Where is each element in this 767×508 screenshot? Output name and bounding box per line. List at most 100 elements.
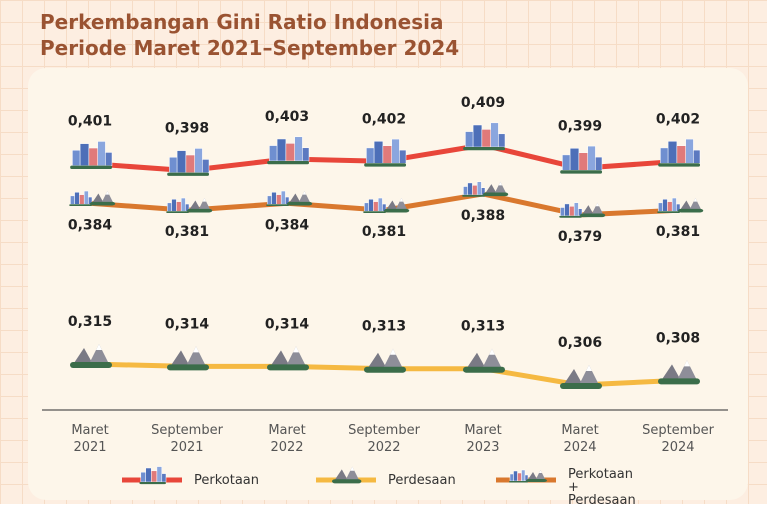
data-point	[364, 139, 406, 167]
icon-ground	[678, 209, 703, 213]
icon-ground	[167, 364, 209, 370]
icon-building	[378, 198, 382, 211]
icon-building	[663, 199, 668, 211]
value-label: 0,401	[68, 114, 112, 130]
icon-ground	[287, 202, 312, 206]
icon-ground	[363, 211, 386, 213]
icon-building	[186, 155, 195, 173]
icon-building	[172, 199, 177, 211]
value-label: 0,384	[265, 217, 310, 233]
icon-building	[595, 157, 602, 170]
value-label: 0,384	[68, 217, 113, 233]
icon-building	[560, 208, 564, 216]
value-label: 0,409	[461, 95, 505, 111]
icon-ground	[70, 362, 112, 368]
data-point	[658, 139, 700, 167]
icon-building	[84, 191, 88, 204]
value-label: 0,314	[165, 316, 210, 332]
icon-building	[181, 198, 185, 211]
legend-icon	[509, 470, 547, 483]
icon-building	[667, 202, 672, 212]
data-point	[167, 148, 209, 176]
data-point	[167, 346, 209, 370]
x-tick-label: Maret 2023	[441, 422, 525, 456]
icon-building	[167, 203, 171, 211]
x-tick-label: September 2022	[342, 422, 426, 456]
value-label: 0,402	[656, 111, 700, 127]
icon-snow	[390, 349, 396, 355]
icon-building	[498, 134, 505, 147]
icon-building	[272, 192, 277, 204]
icon-building	[366, 148, 374, 163]
x-tick-label: Maret 2024	[538, 422, 622, 456]
data-point	[70, 344, 112, 368]
value-label: 0,403	[265, 109, 309, 125]
value-label: 0,306	[558, 335, 602, 351]
icon-ground	[364, 163, 406, 166]
icon-ground	[167, 173, 209, 176]
icon-snow	[293, 346, 299, 352]
icon-snow	[350, 467, 354, 471]
value-label: 0,381	[362, 224, 406, 240]
icon-ground	[69, 204, 92, 206]
icon-building	[660, 148, 668, 163]
icon-ground	[657, 211, 680, 213]
icon-building	[522, 470, 526, 481]
icon-ground	[483, 193, 508, 197]
icon-building	[677, 146, 686, 164]
icon-building	[141, 472, 146, 482]
icon-snow	[539, 470, 542, 473]
value-label: 0,402	[362, 111, 406, 127]
data-point	[267, 346, 309, 370]
icon-snow	[193, 346, 199, 352]
value-label: 0,379	[558, 229, 602, 245]
icon-building	[146, 468, 152, 482]
value-label: 0,381	[165, 224, 209, 240]
value-label: 0,398	[165, 121, 209, 137]
data-point	[560, 146, 602, 174]
icon-building	[465, 132, 473, 147]
icon-building	[658, 203, 662, 211]
icon-building	[276, 195, 281, 205]
data-point	[463, 123, 505, 151]
icon-snow	[489, 349, 495, 355]
icon-building	[672, 198, 676, 211]
icon-building	[373, 202, 378, 212]
data-point	[560, 365, 602, 389]
x-tick-label: Maret 2022	[245, 422, 329, 456]
icon-building	[364, 203, 368, 211]
data-point	[462, 182, 508, 197]
icon-snow	[106, 191, 110, 195]
icon-building	[579, 153, 588, 171]
legend-icon	[139, 467, 166, 485]
x-tick-label: Maret 2021	[48, 422, 132, 456]
icon-building	[399, 150, 406, 163]
icon-snow	[203, 198, 207, 202]
icon-building	[477, 182, 481, 195]
icon-snow	[694, 198, 698, 202]
icon-ground	[559, 216, 582, 218]
legend-label: Perdesaan	[388, 474, 456, 487]
icon-ground	[384, 209, 409, 213]
icon-building	[281, 191, 285, 204]
icon-building	[510, 474, 514, 481]
icon-building	[565, 204, 570, 216]
data-point	[657, 198, 703, 213]
icon-building	[588, 146, 596, 170]
icon-ground	[509, 481, 528, 483]
icon-building	[472, 185, 477, 195]
icon-building	[157, 467, 162, 482]
icon-building	[151, 471, 157, 482]
icon-building	[79, 195, 84, 205]
icon-building	[286, 143, 295, 161]
icon-building	[162, 474, 166, 482]
icon-building	[169, 157, 177, 172]
icon-building	[569, 206, 574, 216]
icon-ground	[364, 367, 406, 373]
icon-building	[105, 152, 112, 165]
icon-building	[369, 199, 374, 211]
icon-ground	[658, 378, 700, 384]
value-label: 0,308	[656, 330, 700, 346]
icon-building	[72, 150, 80, 165]
data-point	[166, 198, 212, 213]
